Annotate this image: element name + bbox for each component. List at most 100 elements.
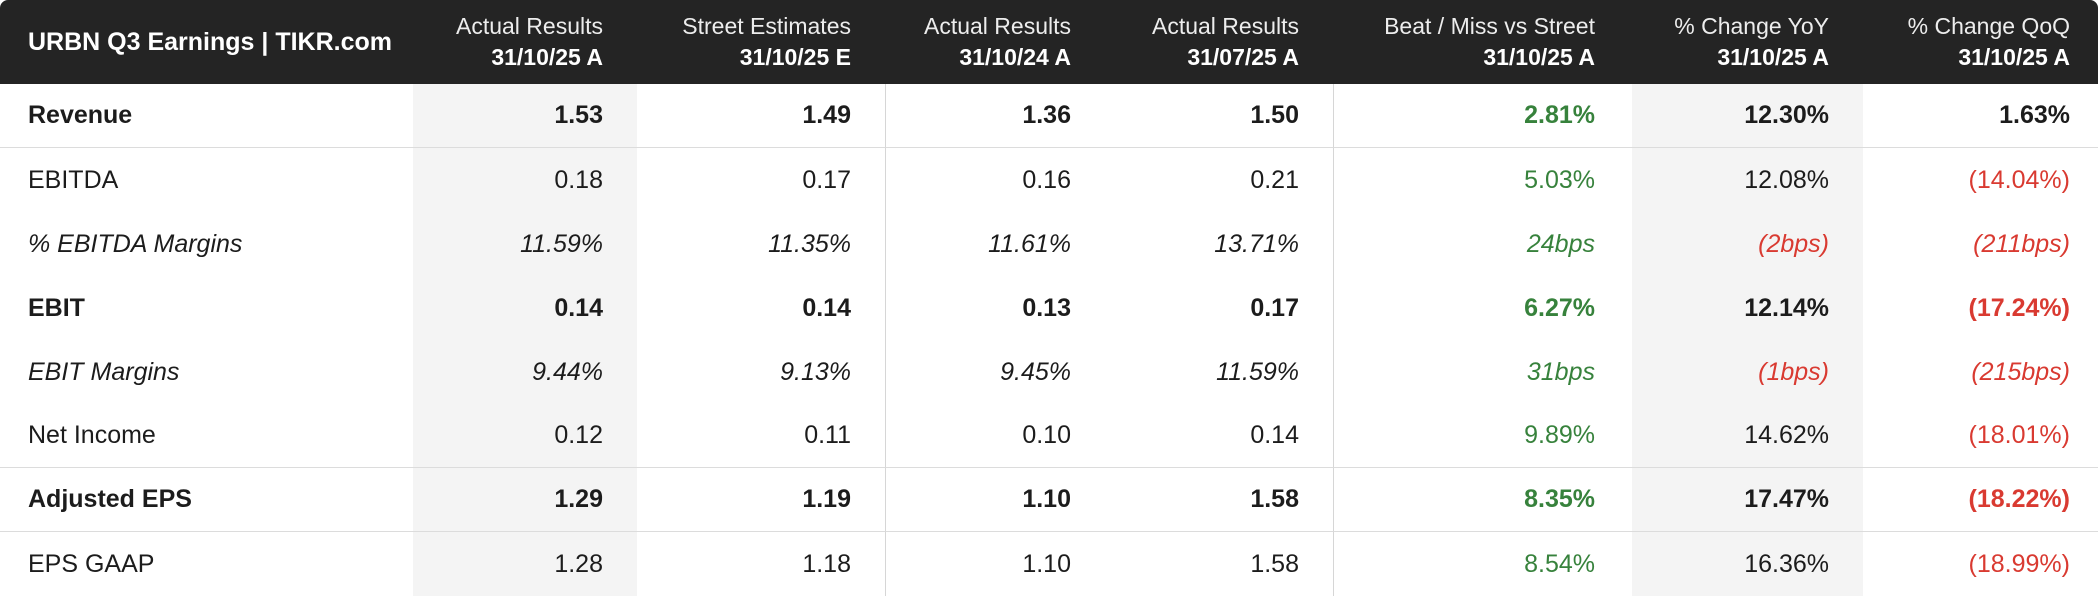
cell-value: 16.36% <box>1744 549 1829 578</box>
column-header-beat-miss: Beat / Miss vs Street 31/10/25 A <box>1333 0 1632 84</box>
table-cell: 12.08% <box>1632 148 1863 212</box>
cell-value: 0.21 <box>1250 165 1299 194</box>
column-header-date: 31/10/25 E <box>739 44 851 70</box>
column-header-actual-31-10-24: Actual Results 31/10/24 A <box>885 0 1105 84</box>
row-label: EBIT Margins <box>0 340 413 404</box>
table-cell: 1.36 <box>885 84 1105 148</box>
table-cell: 13.71% <box>1105 212 1333 276</box>
table-cell: 8.54% <box>1333 532 1632 596</box>
cell-value: 31bps <box>1526 357 1595 386</box>
cell-value: 1.58 <box>1250 485 1299 513</box>
table-title: URBN Q3 Earnings | TIKR.com <box>28 27 392 56</box>
table-cell: (1bps) <box>1632 340 1863 404</box>
row-label: % EBITDA Margins <box>0 212 413 276</box>
table-cell: 1.19 <box>637 468 885 532</box>
table-cell: 17.47% <box>1632 468 1863 532</box>
table-cell: (18.01%) <box>1863 404 2098 468</box>
table-cell: 9.89% <box>1333 404 1632 468</box>
cell-value: 1.10 <box>1022 485 1071 513</box>
cell-value: 12.30% <box>1744 101 1829 129</box>
table-cell: 11.59% <box>413 212 637 276</box>
cell-value: 0.16 <box>1022 165 1071 194</box>
cell-value: 1.49 <box>802 101 851 129</box>
cell-value: 9.45% <box>1000 357 1071 386</box>
column-header-date: 31/10/25 A <box>1717 44 1829 70</box>
table-cell: (2bps) <box>1632 212 1863 276</box>
cell-value: (1bps) <box>1758 357 1829 386</box>
column-header-label: Actual Results <box>1151 13 1299 39</box>
table-cell: 0.14 <box>413 276 637 340</box>
table-cell: 1.58 <box>1105 532 1333 596</box>
cell-value: 0.13 <box>1022 293 1071 322</box>
table-cell: (215bps) <box>1863 340 2098 404</box>
column-header-label: % Change YoY <box>1674 13 1829 39</box>
row-label: EBITDA <box>0 148 413 212</box>
table-cell: 0.16 <box>885 148 1105 212</box>
cell-value: 0.11 <box>804 421 851 449</box>
cell-value: 12.08% <box>1744 165 1829 194</box>
table-cell: 9.44% <box>413 340 637 404</box>
table-cell: (18.22%) <box>1863 468 2098 532</box>
column-header-label: Street Estimates <box>682 13 851 39</box>
table-cell: 0.17 <box>1105 276 1333 340</box>
table-cell: 11.35% <box>637 212 885 276</box>
row-label: EBIT <box>0 276 413 340</box>
cell-value: 12.14% <box>1744 293 1829 322</box>
table-cell: 1.50 <box>1105 84 1333 148</box>
table-cell: 14.62% <box>1632 404 1863 468</box>
table-cell: 0.14 <box>1105 404 1333 468</box>
cell-value: 0.10 <box>1022 421 1071 449</box>
cell-value: 1.18 <box>802 549 851 578</box>
cell-value: 1.50 <box>1250 101 1299 129</box>
table-cell: 12.30% <box>1632 84 1863 148</box>
cell-value: 8.35% <box>1524 485 1595 513</box>
cell-value: 0.17 <box>802 165 851 194</box>
cell-value: 1.58 <box>1250 549 1299 578</box>
table-cell: 1.49 <box>637 84 885 148</box>
cell-value: (14.04%) <box>1968 165 2070 194</box>
cell-value: 6.27% <box>1524 293 1595 322</box>
cell-value: (211bps) <box>1973 229 2070 258</box>
cell-value: 1.63% <box>1999 101 2070 129</box>
row-label: Net Income <box>0 404 413 468</box>
column-header-label: % Change QoQ <box>1907 13 2070 39</box>
cell-value: 24bps <box>1526 229 1595 258</box>
cell-value: 11.35% <box>768 229 851 258</box>
cell-value: 2.81% <box>1524 101 1595 129</box>
cell-value: (18.99%) <box>1968 549 2070 578</box>
column-header-change-yoy: % Change YoY 31/10/25 A <box>1632 0 1863 84</box>
cell-value: (18.01%) <box>1968 421 2070 449</box>
column-header-date: 31/10/25 A <box>491 44 603 70</box>
table-cell: 0.18 <box>413 148 637 212</box>
cell-value: 17.47% <box>1744 485 1829 513</box>
table-cell: (18.99%) <box>1863 532 2098 596</box>
column-header-label: Actual Results <box>923 13 1071 39</box>
cell-value: 1.53 <box>554 101 603 129</box>
cell-value: 0.14 <box>802 293 851 322</box>
table-cell: 1.10 <box>885 468 1105 532</box>
table-cell: 5.03% <box>1333 148 1632 212</box>
table-cell: 1.10 <box>885 532 1105 596</box>
cell-value: 0.17 <box>1250 293 1299 322</box>
cell-value: 0.14 <box>1250 421 1299 449</box>
table-cell: 31bps <box>1333 340 1632 404</box>
cell-value: 0.18 <box>554 165 603 194</box>
table-cell: (211bps) <box>1863 212 2098 276</box>
cell-value: 11.59% <box>520 229 603 258</box>
table-cell: 1.63% <box>1863 84 2098 148</box>
cell-value: 1.10 <box>1022 549 1071 578</box>
table-cell: 0.12 <box>413 404 637 468</box>
table-cell: 11.59% <box>1105 340 1333 404</box>
cell-value: 9.89% <box>1524 421 1595 449</box>
table-cell: 0.14 <box>637 276 885 340</box>
column-header-date: 31/07/25 A <box>1187 44 1299 70</box>
cell-value: (17.24%) <box>1968 293 2070 322</box>
table-cell: 0.13 <box>885 276 1105 340</box>
cell-value: 0.14 <box>554 293 603 322</box>
table-cell: 2.81% <box>1333 84 1632 148</box>
column-header-actual-31-10-25: Actual Results 31/10/25 A <box>413 0 637 84</box>
table-cell: (17.24%) <box>1863 276 2098 340</box>
column-header-label: Beat / Miss vs Street <box>1384 13 1595 39</box>
cell-value: 9.44% <box>532 357 603 386</box>
